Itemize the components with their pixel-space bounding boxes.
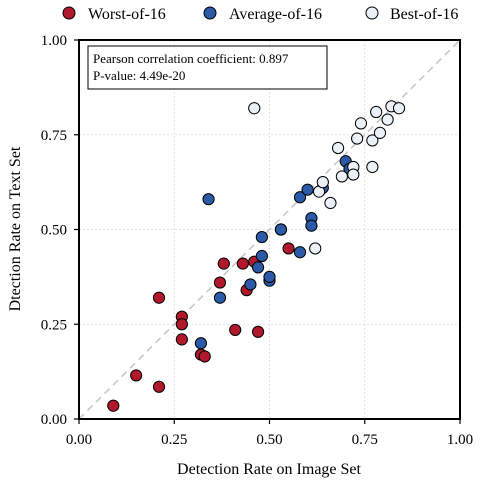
point-best (351, 132, 364, 145)
pearson-text: Pearson correlation coefficient: 0.897 (93, 51, 289, 66)
x-axis-title: Detection Rate on Image Set (177, 461, 361, 478)
y-tick-label: 0.25 (41, 317, 67, 333)
point-average (263, 270, 276, 283)
axis-ticks: 0.00 0.25 0.50 0.75 1.00 0.00 0.25 0.50 0.75 1.00 (41, 33, 473, 448)
point-best (331, 141, 345, 155)
legend-item-average: Average-of-16 (203, 6, 322, 23)
point-best (370, 105, 383, 119)
point-worst (217, 257, 230, 270)
point-worst (152, 380, 166, 393)
point-average (301, 183, 314, 196)
point-best (366, 160, 379, 174)
point-worst (229, 323, 242, 337)
data-points (107, 100, 406, 412)
point-average (194, 337, 208, 350)
legend-item-best: Best-of-16 (365, 6, 458, 23)
point-worst (282, 242, 295, 255)
legend-label-best: Best-of-16 (390, 6, 458, 23)
y-tick-label: 0.75 (41, 128, 67, 144)
point-best (354, 117, 368, 130)
point-best (309, 242, 322, 255)
point-average (251, 261, 265, 274)
point-worst (213, 276, 227, 289)
point-worst (251, 325, 265, 338)
y-tick-label: 0.00 (41, 412, 67, 428)
point-average (202, 193, 215, 206)
point-average (305, 219, 318, 232)
point-average (244, 278, 257, 291)
point-best (324, 196, 337, 210)
point-best (381, 113, 394, 126)
point-best (373, 126, 387, 139)
point-worst (152, 291, 166, 304)
y-tick-label: 0.50 (41, 223, 67, 239)
point-average (255, 249, 268, 263)
point-best (316, 176, 329, 189)
legend-marker-best (365, 6, 379, 20)
x-tick-label: 1.00 (447, 432, 473, 448)
stats-box: Pearson correlation coefficient: 0.897 P… (87, 45, 328, 90)
point-worst (175, 318, 188, 331)
point-best (366, 134, 379, 147)
point-worst (236, 257, 249, 270)
x-tick-label: 0.25 (161, 432, 187, 448)
legend-marker-average (203, 6, 217, 20)
legend: Worst-of-16 Average-of-16 Best-of-16 (62, 6, 458, 23)
point-average (274, 223, 288, 236)
legend-label-average: Average-of-16 (229, 6, 322, 23)
point-average (293, 246, 307, 259)
point-best (335, 170, 348, 183)
point-worst (130, 369, 143, 382)
point-worst (175, 333, 188, 346)
x-tick-label: 0.75 (352, 432, 378, 448)
point-average (293, 191, 307, 204)
point-best (392, 102, 406, 115)
legend-label-worst: Worst-of-16 (88, 6, 166, 23)
legend-marker-worst (62, 6, 76, 20)
point-worst (198, 350, 211, 363)
point-average (213, 291, 227, 304)
x-tick-label: 0.00 (66, 432, 92, 448)
x-tick-label: 0.50 (256, 432, 282, 448)
point-worst (107, 399, 120, 412)
point-best (347, 168, 360, 181)
y-tick-label: 1.00 (41, 33, 67, 49)
pvalue-text: P-value: 4.49e-20 (93, 68, 185, 83)
legend-item-worst: Worst-of-16 (62, 6, 166, 23)
point-average (255, 230, 268, 244)
point-best (248, 102, 261, 115)
y-axis-title: Dtection Rate on Text Set (7, 146, 24, 311)
